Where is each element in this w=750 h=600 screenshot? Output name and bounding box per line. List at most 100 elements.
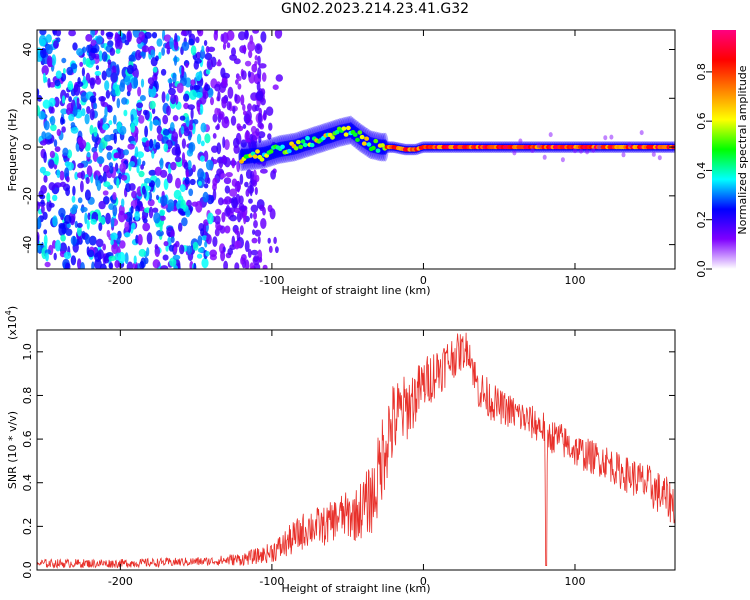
spectrogram-noise-blob (66, 66, 74, 76)
spectrogram-noise-blob (205, 69, 211, 75)
spectrogram-noise-blob (160, 195, 168, 207)
spectrogram-noise-blob (159, 215, 166, 221)
spectrogram-noise-blob (234, 180, 241, 192)
spectrogram-noise-blob (146, 232, 153, 245)
spectrogram-noise-blob (44, 132, 52, 140)
spectrogram-noise-blob (159, 157, 164, 170)
spectrogram-noise-blob (124, 252, 129, 265)
spectrogram-noise-blob (43, 175, 48, 183)
spectrogram-noise-blob (87, 249, 95, 258)
spectrogram-noise-blob (63, 251, 72, 260)
spectrogram-noise-blob (257, 55, 261, 66)
spectrogram-noise-blob (181, 41, 190, 51)
spectrogram-noise-blob (258, 136, 262, 144)
snr-x-tick-label: -100 (259, 575, 284, 588)
spectrogram-noise-blob (162, 129, 170, 136)
spectrogram-noise-blob (230, 115, 237, 126)
spectrogram-xlabel: Height of straight line (km) (281, 284, 430, 297)
spectrogram-noise-blob (104, 106, 108, 118)
snr-y-tick-label: 0.6 (21, 430, 34, 448)
spectrogram-noise-blob (91, 261, 95, 269)
spectrogram-noise-blob (116, 237, 121, 245)
spectrogram-noise-blob (80, 262, 85, 269)
spectrogram-noise-blob (100, 30, 105, 36)
spectrogram-noise-blob (206, 234, 212, 245)
spectrogram-noise-blob (111, 242, 119, 255)
spectrogram-noise-blob (48, 97, 56, 107)
spectrogram-noise-blob (221, 98, 227, 109)
spectrogram-noise-blob (43, 234, 48, 246)
spectrogram-noise-blob (154, 244, 158, 250)
spectrogram-noise-blob (110, 72, 118, 83)
spectrogram-noise-blob (101, 51, 108, 62)
spectrogram-ridge-core (252, 154, 258, 159)
spectrogram-noise-blob (273, 236, 277, 244)
spectrogram-noise-blob (254, 186, 258, 196)
spectrogram-noise-blob (214, 228, 220, 237)
snr-line-layer (37, 332, 675, 569)
spectrogram-noise-blob (250, 204, 259, 213)
spectrogram-image (37, 30, 675, 269)
spectrogram-noise-blob (260, 31, 267, 43)
spectrogram-ridge-core (375, 148, 381, 153)
spectrogram-noise-blob (138, 170, 145, 178)
spectrogram-noise-blob (133, 76, 139, 89)
spectrogram-noise-blob (217, 90, 221, 102)
spectrogram-noise-blob (192, 164, 196, 173)
spectrogram-noise-blob (103, 134, 112, 142)
spectrogram-noise-blob (245, 169, 253, 179)
spectrogram-noise-blob (130, 122, 136, 133)
spectrogram-noise-blob (58, 207, 66, 218)
spectrogram-noise-blob (170, 236, 175, 244)
spectrogram-noise-blob (104, 80, 110, 91)
spectrogram-noise-blob (254, 55, 258, 61)
spectrogram-noise-blob (257, 67, 262, 79)
spectrogram-noise-blob (39, 39, 46, 47)
spectrogram-noise-blob (268, 122, 273, 131)
spectrogram-noise-blob (212, 236, 218, 248)
spectrogram-noise-blob (81, 67, 85, 77)
spectrogram-noise-blob (40, 47, 47, 59)
spectrogram-noise-blob (203, 40, 208, 46)
spectrogram-noise-blob (138, 115, 145, 124)
spectrogram-noise-blob (142, 222, 151, 232)
spectrogram-noise-blob (247, 248, 252, 258)
spectrogram-noise-blob (160, 265, 169, 269)
spectrogram-noise-blob (170, 94, 177, 105)
spectrogram-noise-blob (127, 143, 135, 150)
spectrogram-noise-blob (172, 115, 179, 122)
spectrogram-noise-blob (152, 207, 159, 213)
spectrogram-noise-blob (234, 240, 240, 250)
spectrogram-noise-blob (48, 159, 55, 169)
snr-multiplier-exp: 4 (4, 310, 13, 315)
spectrogram-noise-blob (66, 222, 72, 229)
spectrogram-noise-blob (159, 220, 163, 232)
spectrogram-noise-blob (39, 30, 47, 36)
spectrogram-noise-blob (143, 31, 152, 39)
spectrogram-noise-blob (53, 139, 58, 148)
spectrogram-noise-blob (46, 192, 51, 203)
spectrogram-noise-blob (195, 91, 203, 99)
spectrogram-noise-blob (222, 42, 227, 51)
spectrogram-noise-blob (254, 104, 260, 112)
spectrogram-noise-blob (231, 157, 236, 169)
spectrogram-noise-blob (162, 114, 169, 125)
snr-frame (36, 329, 676, 571)
spectrogram-noise-blob (77, 225, 82, 237)
spectrogram-noise-blob (61, 57, 67, 64)
spectrogram-noise-blob (85, 176, 90, 185)
spectrogram-noise-blob (178, 222, 183, 232)
spectrogram-noise-blob (105, 145, 113, 151)
spectrogram-faint-blob (530, 148, 535, 153)
spectrogram-noise-blob (135, 49, 142, 61)
spectrogram-noise-blob (76, 238, 80, 245)
spectrogram-noise-blob (242, 124, 247, 129)
spectrogram-noise-blob (149, 120, 153, 132)
spectrogram-noise-blob (98, 222, 103, 231)
spectrogram-ridge-core (334, 129, 340, 135)
colorbar-tick-label: 0.0 (695, 260, 708, 278)
spectrogram-x-tick-label: -200 (108, 274, 133, 287)
spectrogram-noise-blob (115, 48, 121, 54)
